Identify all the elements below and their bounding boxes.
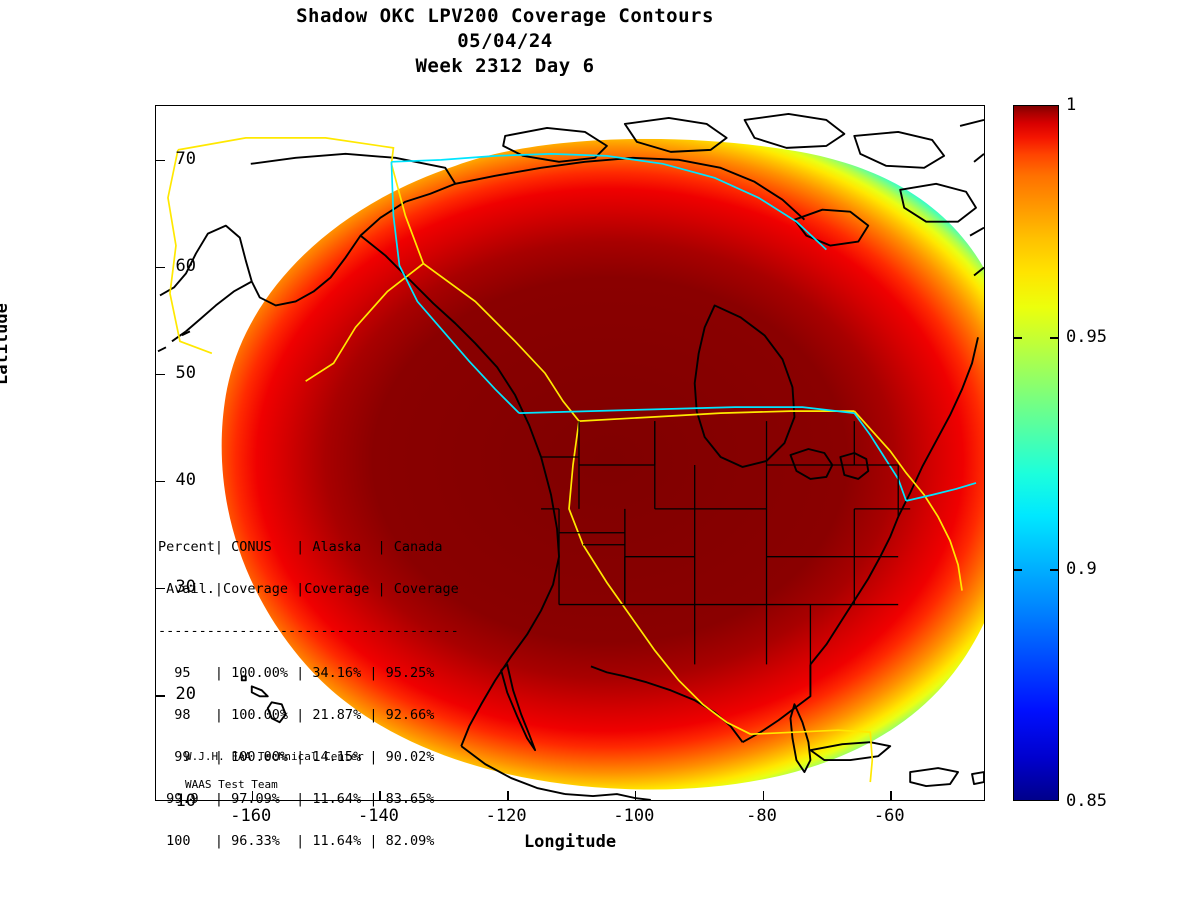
y-axis-tick-label: 50 <box>175 362 196 383</box>
y-axis-label: Latitude <box>0 303 12 385</box>
colorbar-tick-mark <box>1050 337 1059 339</box>
colorbar-tick-label: 0.9 <box>1066 559 1097 579</box>
credit-line-1: W.J.H. FAA Technical Center <box>185 750 364 763</box>
state-boundaries <box>541 421 911 665</box>
x-axis-tick-mark <box>379 791 382 800</box>
coverage-map-plot <box>155 105 985 801</box>
chart-title: Shadow OKC LPV200 Coverage Contours 05/0… <box>0 4 1010 79</box>
x-axis-tick-mark <box>507 791 509 800</box>
x-axis-tick-label: -100 <box>613 806 655 826</box>
x-axis-tick-label: -120 <box>485 806 527 826</box>
y-axis-tick-label: 70 <box>175 148 196 169</box>
y-axis-tick-mark <box>156 694 165 697</box>
table-row: 98 | 100.00% | 21.87% | 92.66% <box>158 707 435 723</box>
y-axis-tick-label: 10 <box>175 791 196 811</box>
credit-line-2: WAAS Test Team <box>185 778 278 791</box>
y-axis-tick-label: 20 <box>175 683 196 704</box>
coverage-map-svg <box>157 113 984 800</box>
colorbar-tick-mark <box>1013 569 1022 571</box>
colorbar-tick-label: 1 <box>1066 95 1077 115</box>
y-axis-tick-label: 30 <box>175 576 196 597</box>
table-row: 95 | 100.00% | 34.16% | 95.25% <box>158 665 435 681</box>
coverage-contour-fill <box>221 138 984 790</box>
colorbar-tick-label: 0.85 <box>1066 791 1107 811</box>
y-axis-tick-mark <box>156 159 165 162</box>
table-row: 99.9 | 97.09% | 11.64% | 83.65% <box>158 791 435 807</box>
x-axis-tick-mark <box>890 791 892 800</box>
colorbar-tick-mark <box>1013 337 1022 339</box>
x-axis-tick-mark <box>251 791 254 800</box>
region-boundaries-cyan <box>390 153 977 502</box>
y-axis-tick-mark <box>156 373 165 376</box>
coverage-stats-table: Percent| CONUS | Alaska | Canada Avail.|… <box>158 516 459 873</box>
x-axis-tick-mark <box>762 791 765 800</box>
y-axis-tick-mark <box>156 587 165 590</box>
x-axis-tick-label: -160 <box>230 806 272 826</box>
fir-boundaries-yellow <box>167 137 963 783</box>
colorbar-tick-label: 0.95 <box>1066 327 1107 347</box>
x-axis-tick-mark <box>634 791 637 800</box>
table-separator: ------------------------------------- <box>158 623 459 639</box>
x-axis-tick-label: -80 <box>746 806 777 826</box>
x-axis-tick-label: -60 <box>873 806 905 826</box>
table-header-row-1: Percent| CONUS | Alaska | Canada <box>158 539 443 555</box>
y-axis-tick-label: 40 <box>175 469 196 490</box>
y-axis-tick-mark <box>156 266 165 269</box>
table-header-row-2: Avail.|Coverage |Coverage | Coverage <box>158 581 459 597</box>
colorbar <box>1013 105 1059 801</box>
table-row: 99 | 100.00% | 14.15% | 90.02% <box>158 749 435 765</box>
title-line-3: Week 2312 Day 6 <box>415 55 595 77</box>
x-axis-tick-label: -140 <box>357 806 399 826</box>
title-line-2: 05/04/24 <box>457 30 553 52</box>
table-row: 100 | 96.33% | 11.64% | 82.09% <box>158 833 435 849</box>
y-axis-tick-label: 60 <box>175 255 196 276</box>
x-axis-label: Longitude <box>523 832 617 852</box>
y-axis-tick-mark <box>156 480 165 483</box>
title-line-1: Shadow OKC LPV200 Coverage Contours <box>296 5 714 27</box>
colorbar-tick-mark <box>1050 569 1059 571</box>
credit-text: W.J.H. FAA Technical Center WAAS Test Te… <box>185 736 364 806</box>
